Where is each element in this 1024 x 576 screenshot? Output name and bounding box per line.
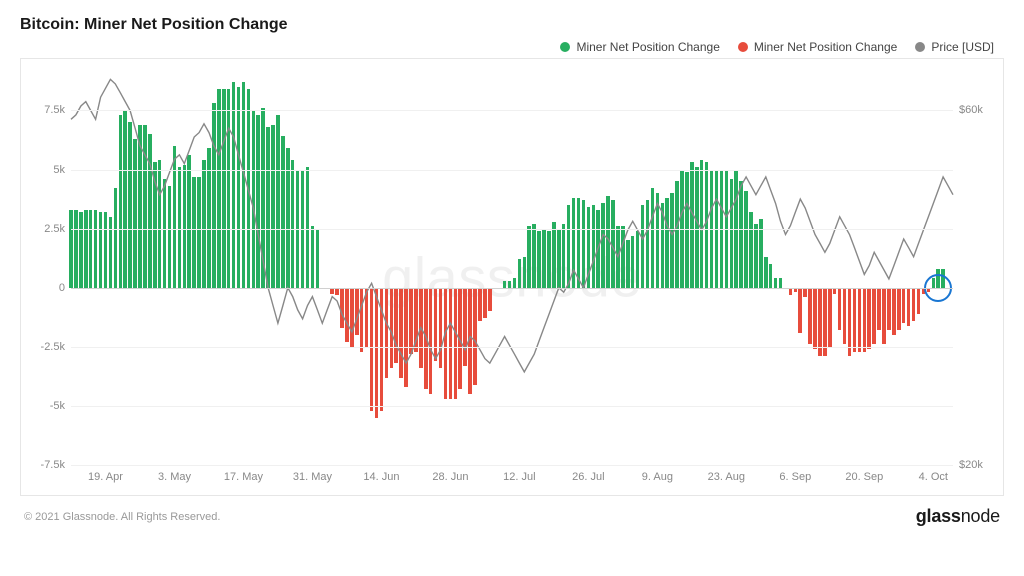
y-right-tick-label: $60k [959, 104, 983, 116]
legend-item-price: Price [USD] [915, 40, 994, 54]
grid-line [71, 406, 953, 407]
y-tick-label: -7.5k [41, 459, 65, 471]
chart-title: Bitcoin: Miner Net Position Change [20, 16, 1004, 34]
x-tick-label: 17. May [224, 471, 263, 483]
x-tick-label: 12. Jul [503, 471, 535, 483]
plot [71, 75, 953, 465]
x-axis: 19. Apr 3. May 17. May 31. May 14. Jun 28. Ju… [71, 465, 953, 495]
legend: Miner Net Position Change Miner Net Posi… [20, 40, 1004, 54]
legend-item-negative: Miner Net Position Change [738, 40, 897, 54]
brand-light: node [961, 506, 1000, 526]
legend-swatch-positive [560, 42, 570, 52]
y-tick-label: 7.5k [44, 104, 65, 116]
legend-swatch-negative [738, 42, 748, 52]
brand-bold: glass [916, 506, 961, 526]
x-tick-label: 6. Sep [779, 471, 811, 483]
x-tick-label: 9. Aug [642, 471, 673, 483]
grid-line [71, 347, 953, 348]
brand-logo: glassnode [916, 506, 1000, 527]
y-right-tick-label: $20k [959, 459, 983, 471]
legend-swatch-price [915, 42, 925, 52]
y-axis-right: $60k$20k [953, 75, 1003, 465]
y-axis-left: 7.5k5k2.5k0-2.5k-5k-7.5k [21, 75, 71, 465]
copyright: © 2021 Glassnode. All Rights Reserved. [24, 511, 220, 523]
grid-line [71, 170, 953, 171]
legend-item-positive: Miner Net Position Change [560, 40, 719, 54]
legend-label: Miner Net Position Change [754, 40, 897, 54]
legend-label: Miner Net Position Change [576, 40, 719, 54]
legend-label: Price [USD] [931, 40, 994, 54]
y-tick-label: 5k [53, 164, 65, 176]
price-path [71, 79, 953, 372]
chart-plot-area: glassnode 7.5k5k2.5k0-2.5k-5k-7.5k $60k$… [20, 58, 1004, 496]
footer: © 2021 Glassnode. All Rights Reserved. g… [20, 506, 1004, 527]
y-tick-label: 0 [59, 282, 65, 294]
zero-line [71, 288, 953, 289]
x-tick-label: 20. Sep [845, 471, 883, 483]
x-tick-label: 23. Aug [708, 471, 745, 483]
x-tick-label: 19. Apr [88, 471, 123, 483]
y-tick-label: -2.5k [41, 341, 65, 353]
x-tick-label: 14. Jun [363, 471, 399, 483]
y-tick-label: -5k [50, 400, 65, 412]
x-tick-label: 31. May [293, 471, 332, 483]
y-tick-label: 2.5k [44, 223, 65, 235]
grid-line [71, 110, 953, 111]
x-tick-label: 3. May [158, 471, 191, 483]
grid-line [71, 229, 953, 230]
x-tick-label: 4. Oct [919, 471, 948, 483]
x-tick-label: 26. Jul [572, 471, 604, 483]
x-tick-label: 28. Jun [432, 471, 468, 483]
chart-container: Bitcoin: Miner Net Position Change Miner… [0, 0, 1024, 576]
